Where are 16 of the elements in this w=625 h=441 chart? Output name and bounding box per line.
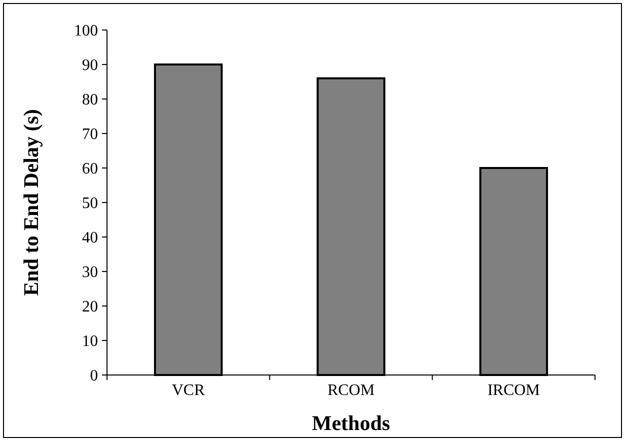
y-tick-label: 10	[82, 333, 98, 350]
x-tick-label: IRCOM	[487, 382, 540, 399]
y-tick-label: 70	[82, 126, 98, 144]
y-tick-label: 90	[82, 57, 98, 74]
y-tick-label: 50	[82, 195, 98, 212]
x-axis-title: Methods	[312, 411, 390, 435]
y-tick-label: 40	[82, 230, 98, 247]
y-axis-title: End to End Delay (s)	[19, 109, 43, 296]
y-tick-label: 30	[82, 264, 98, 282]
x-tick-label: VCR	[172, 382, 206, 399]
y-tick-label: 0	[90, 368, 98, 385]
y-tick-label: 100	[74, 22, 98, 40]
y-tick-label: 80	[82, 92, 98, 109]
x-tick-label: RCOM	[327, 382, 375, 399]
y-tick-label: 60	[82, 160, 98, 178]
y-tick-label: 20	[82, 298, 98, 316]
